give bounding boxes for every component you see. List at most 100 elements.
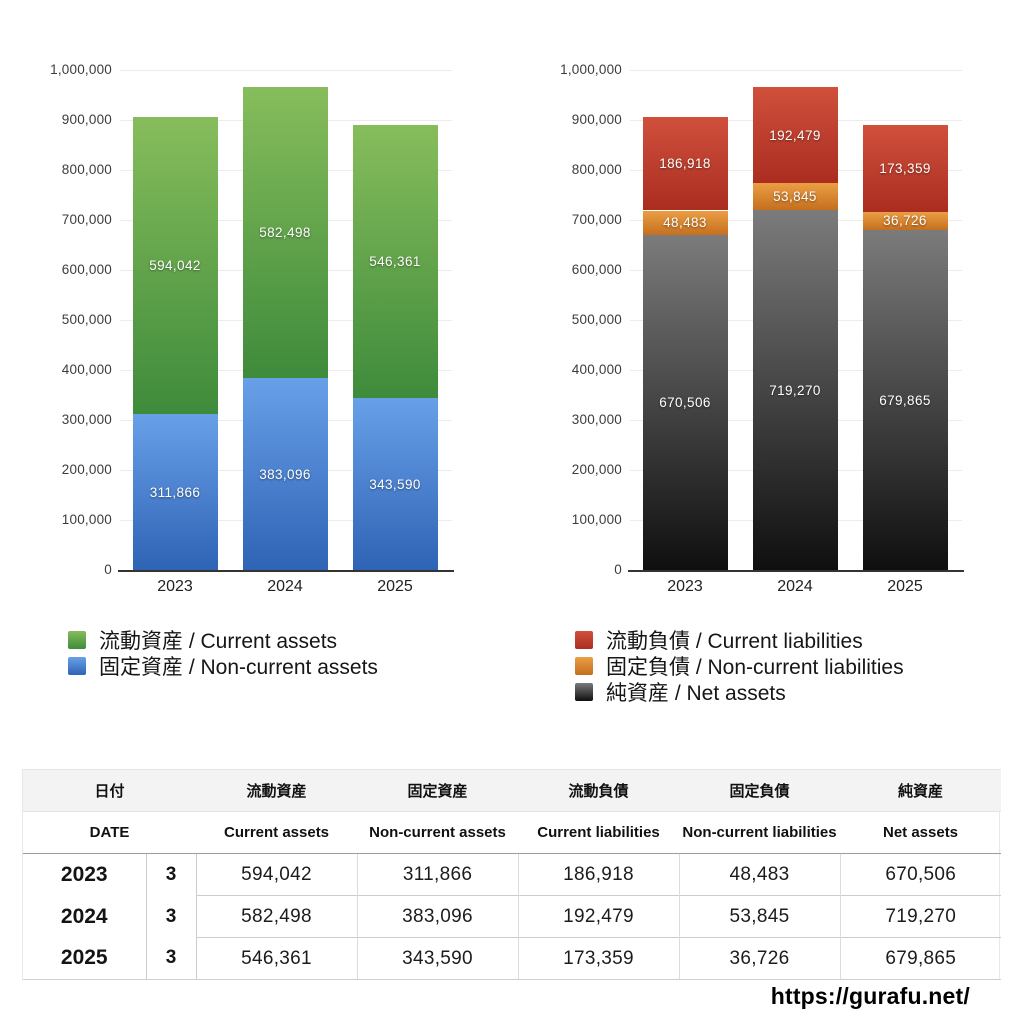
bar-value-label: 343,590 <box>369 476 421 492</box>
y-axis-tick-label: 700,000 <box>61 212 112 227</box>
table-row: 2023 3 594,042 311,866 186,918 48,483 670,506 <box>23 853 1001 896</box>
bar-value-label: 383,096 <box>259 466 311 482</box>
bar-segment: 186,918 <box>642 117 728 211</box>
bar-segment: 173,359 <box>862 125 948 212</box>
x-axis-tick-label: 2025 <box>887 578 923 595</box>
bar-segment: 582,498 <box>242 87 328 379</box>
bar-value-label: 594,042 <box>149 258 201 274</box>
y-axis-tick-label: 0 <box>104 562 112 577</box>
x-axis-tick-label: 2023 <box>157 578 193 595</box>
y-axis-tick-label: 600,000 <box>571 262 622 277</box>
gridline <box>630 70 962 71</box>
bar-value-label: 36,726 <box>883 213 927 229</box>
value-column-header: 流動負債 <box>518 769 680 812</box>
bar-segment: 719,270 <box>752 210 838 570</box>
table-header-row: DATE Current assets Non-current assets Curr… <box>23 811 1002 854</box>
bar-value-label: 311,866 <box>149 484 201 500</box>
bar-segment: 36,726 <box>862 211 948 231</box>
bar-value-label: 546,361 <box>369 254 421 270</box>
value-cell: 679,865 <box>840 937 1002 980</box>
bar-segment: 383,096 <box>242 378 328 570</box>
value-cell: 719,270 <box>840 895 1002 938</box>
value-cell: 192,479 <box>518 895 680 938</box>
bar-segment: 679,865 <box>862 230 948 570</box>
table-header-row: 日付 流動資産 固定資産 流動負債 固定負債 純資産 <box>23 769 1002 812</box>
value-cell: 36,726 <box>679 937 841 980</box>
bar-segment: 594,042 <box>132 117 218 415</box>
y-axis-tick-label: 0 <box>614 562 622 577</box>
value-cell: 53,845 <box>679 895 841 938</box>
date-column-header: DATE <box>23 811 197 854</box>
month-cell: 3 <box>146 853 197 896</box>
x-axis-tick-label: 2024 <box>777 578 813 595</box>
x-axis-tick-label: 2024 <box>267 578 303 595</box>
y-axis-tick-label: 900,000 <box>571 112 622 127</box>
bar-value-label: 719,270 <box>769 382 821 398</box>
value-cell: 546,361 <box>196 937 358 980</box>
y-axis-tick-label: 400,000 <box>571 362 622 377</box>
legend-item: 固定負債 / Non-current liabilities <box>575 653 904 679</box>
value-cell: 311,866 <box>357 853 519 896</box>
value-column-header: Non-current assets <box>357 811 519 854</box>
legend-swatch <box>575 630 593 649</box>
month-cell: 3 <box>146 895 197 938</box>
x-axis-tick-label: 2025 <box>377 578 413 595</box>
bar-segment: 192,479 <box>752 87 838 184</box>
value-column-header: Net assets <box>840 811 1002 854</box>
value-cell: 173,359 <box>518 937 680 980</box>
y-axis-tick-label: 300,000 <box>61 412 112 427</box>
value-cell: 383,096 <box>357 895 519 938</box>
value-cell: 48,483 <box>679 853 841 896</box>
x-axis-tick-label: 2023 <box>667 578 703 595</box>
bar-segment: 311,866 <box>132 414 218 570</box>
bar-segment: 343,590 <box>352 398 438 570</box>
value-column-header: 固定負債 <box>679 769 841 812</box>
y-axis-tick-label: 100,000 <box>571 512 622 527</box>
legend-swatch <box>575 656 593 675</box>
y-axis-tick-label: 700,000 <box>571 212 622 227</box>
y-axis-tick-label: 200,000 <box>61 462 112 477</box>
bar-segment: 48,483 <box>642 210 728 235</box>
table-body: 2023 3 594,042 311,866 186,918 48,483 670,506 2… <box>23 853 1002 980</box>
x-axis-line <box>118 570 454 572</box>
bar-value-label: 670,506 <box>659 394 711 410</box>
legend-label: 固定資産 / Non-current assets <box>99 655 378 679</box>
y-axis-tick-label: 600,000 <box>61 262 112 277</box>
bar-value-label: 48,483 <box>663 215 707 231</box>
bar-value-label: 192,479 <box>769 127 821 143</box>
bar-value-label: 173,359 <box>879 160 931 176</box>
value-column-header: Current assets <box>196 811 358 854</box>
y-axis-tick-label: 400,000 <box>61 362 112 377</box>
balance-sheet-table: 日付 流動資産 固定資産 流動負債 固定負債 純資産 DATE Current assets N… <box>23 769 1002 980</box>
value-cell: 582,498 <box>196 895 358 938</box>
y-axis-tick-label: 500,000 <box>571 312 622 327</box>
x-axis-line <box>628 570 964 572</box>
bar-segment: 670,506 <box>642 234 728 570</box>
value-cell: 186,918 <box>518 853 680 896</box>
year-cell: 2024 <box>23 895 147 938</box>
gridline <box>120 70 452 71</box>
y-axis-tick-label: 100,000 <box>61 512 112 527</box>
assets-stacked-bar-chart: 0 100,000 200,000 300,000 400,000 500,000 600,… <box>30 60 500 710</box>
bar-value-label: 186,918 <box>659 156 711 172</box>
value-cell: 594,042 <box>196 853 358 896</box>
y-axis-tick-label: 800,000 <box>61 162 112 177</box>
year-cell: 2023 <box>23 853 147 896</box>
value-column-header: Non-current liabilities <box>679 811 841 854</box>
value-cell: 670,506 <box>885 863 957 885</box>
legend-swatch <box>575 682 593 701</box>
legend: 流動資産 / Current assets 固定資産 / Non-current … <box>68 627 378 679</box>
date-column-header: 日付 <box>23 769 197 812</box>
table-header: 日付 流動資産 固定資産 流動負債 固定負債 純資産 DATE Current assets N… <box>23 769 1002 854</box>
liabilities-stacked-bar-chart: 0 100,000 200,000 300,000 400,000 500,000 600,… <box>540 60 1010 710</box>
value-cell: 343,590 <box>357 937 519 980</box>
y-axis-tick-label: 300,000 <box>571 412 622 427</box>
legend-swatch <box>68 630 86 649</box>
value-column-header: 純資産 <box>840 769 1002 812</box>
legend: 流動負債 / Current liabilities 固定負債 / Non-cur… <box>575 627 904 705</box>
y-axis-tick-label: 900,000 <box>61 112 112 127</box>
table-row: 2024 3 582,498 383,096 192,479 53,845 719,270 <box>23 895 1002 938</box>
bar-segment: 546,361 <box>352 125 438 399</box>
legend-label: 流動資産 / Current assets <box>99 629 338 653</box>
